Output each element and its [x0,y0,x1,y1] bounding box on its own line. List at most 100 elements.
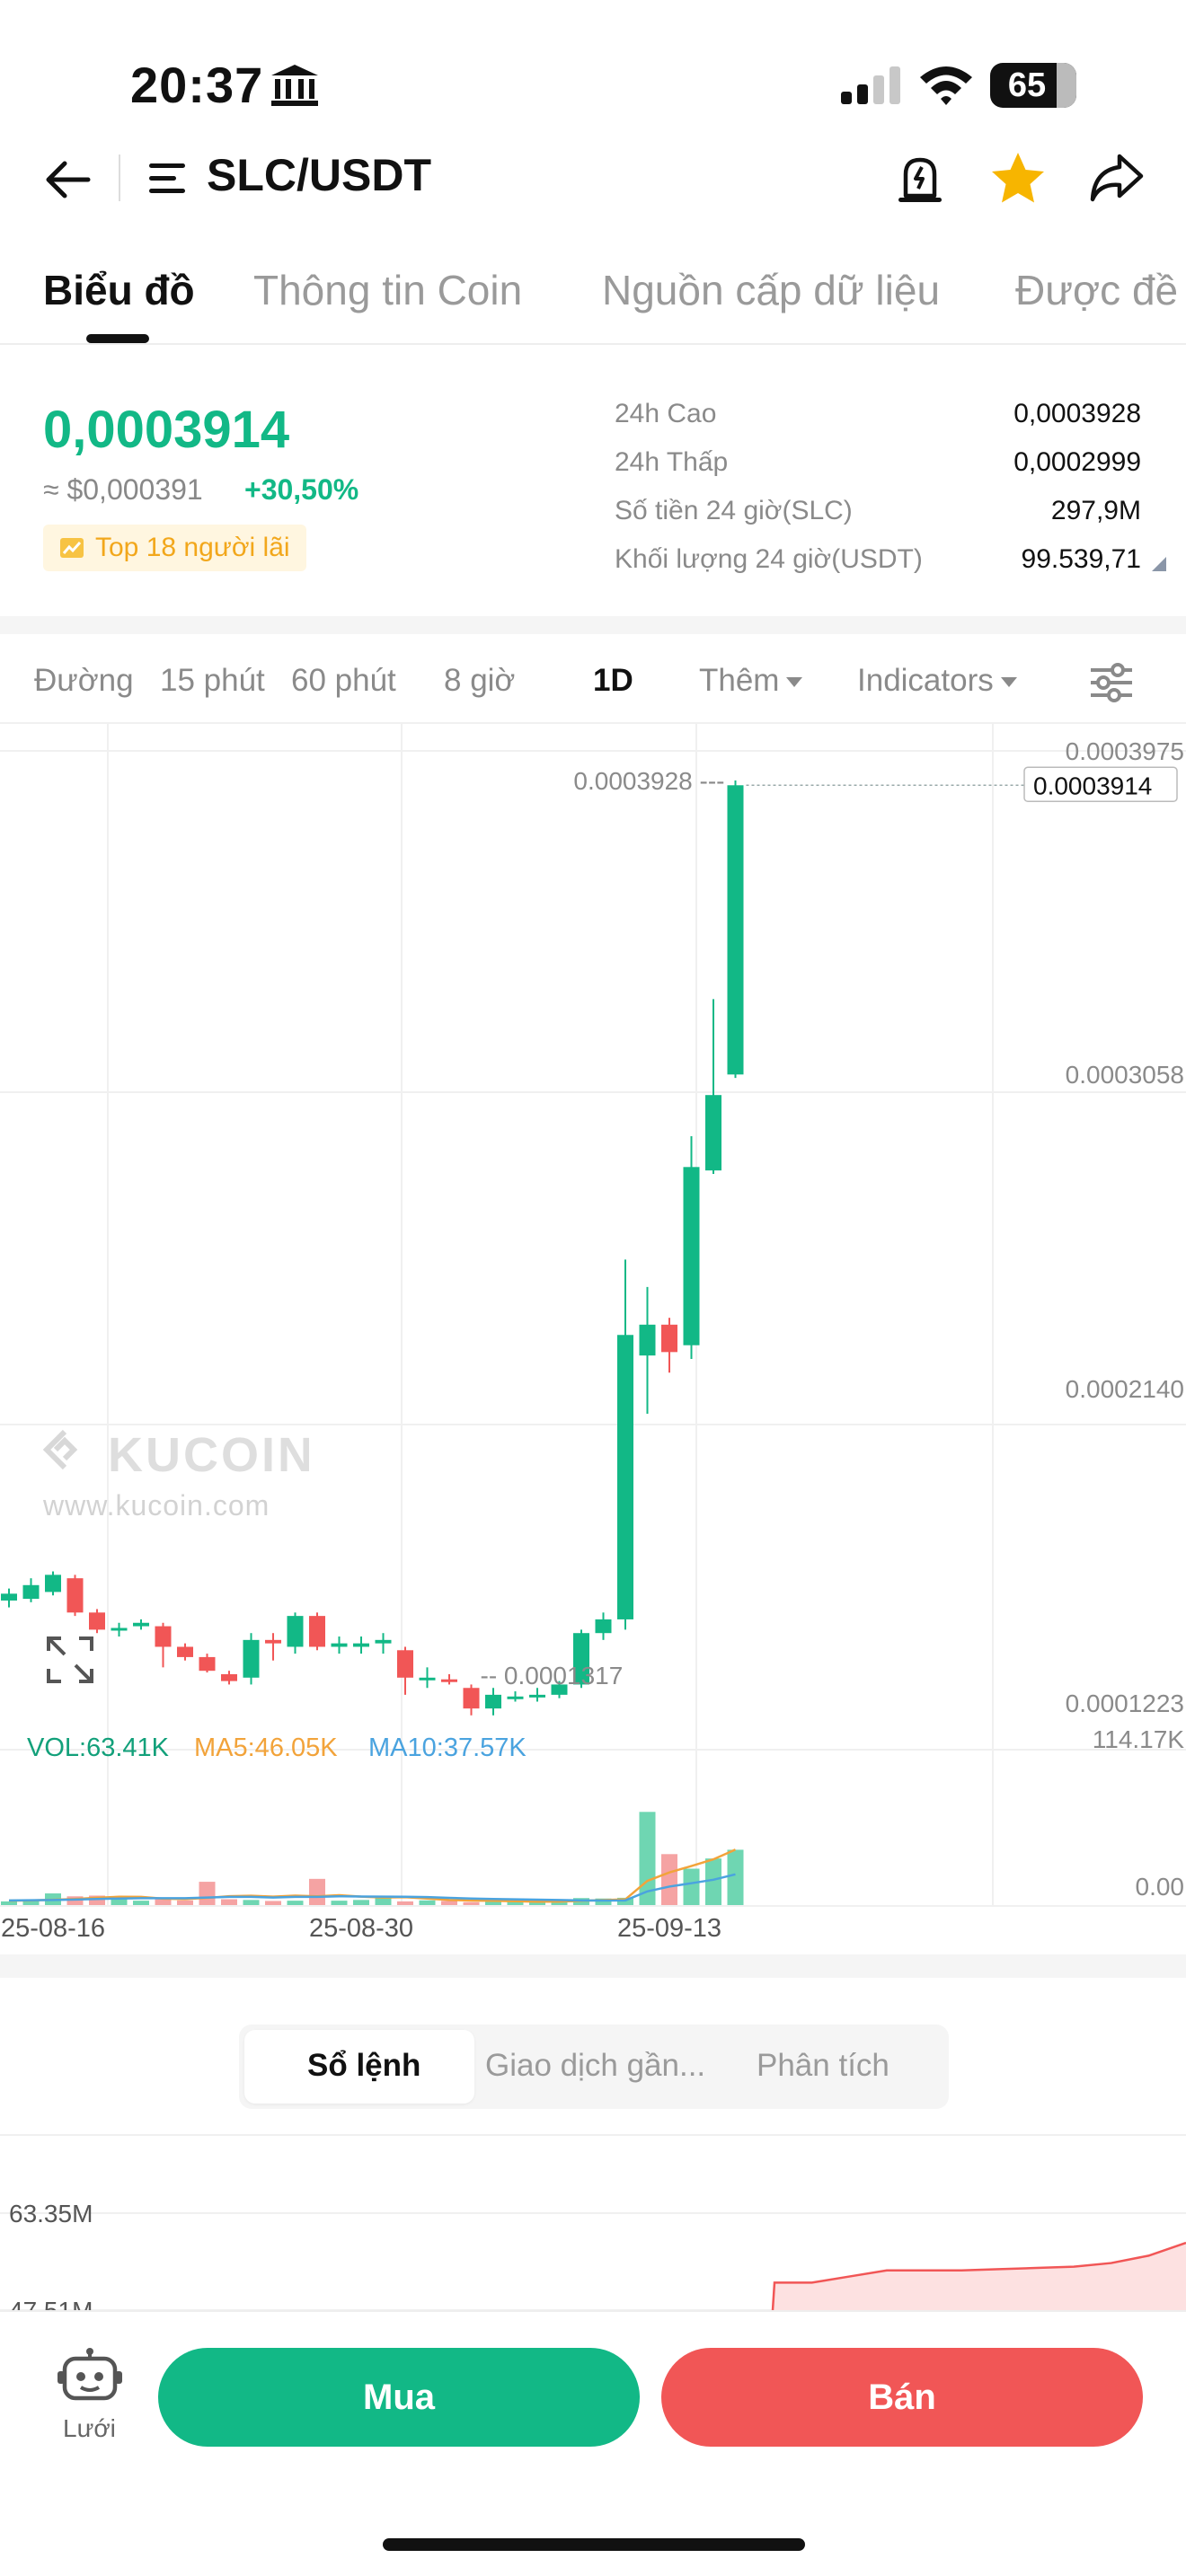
back-arrow-icon[interactable] [40,151,97,208]
share-icon[interactable] [1087,151,1145,205]
interval-15m[interactable]: 15 phút [160,663,265,698]
nav-divider [119,154,120,201]
candle-body [89,1612,105,1630]
volume-bar [309,1878,325,1905]
high-marker-label: 0.0003928 --- [573,767,724,795]
volume-bar [683,1868,700,1905]
tab-coin-info[interactable]: Thông tin Coin [253,267,523,313]
section-gap [0,616,1186,634]
last-price-tag-label: 0.0003914 [1033,772,1152,799]
stat-value-low: 0,0002999 [1013,447,1141,477]
candle-body [309,1616,325,1647]
volume-bar [1,1901,17,1905]
volume-bar [529,1901,545,1905]
volume-bar [66,1896,84,1905]
grid-bot-icon[interactable] [56,2348,124,2409]
tab-recommended[interactable]: Được đề [1015,267,1179,313]
price-axis-label: 0.0003975 [1066,737,1184,765]
badge-label: Top 18 người lãi [95,533,290,562]
price-axis-label: 0.0001223 [1066,1689,1184,1717]
candle-body [331,1643,348,1647]
candle-body [177,1646,193,1657]
active-tab-indicator [86,334,149,343]
top-gainers-badge[interactable]: Top 18 người lãi [43,525,306,571]
wifi-icon [920,66,972,105]
candle-body [705,1095,721,1171]
volume-bar [199,1882,216,1905]
volume-bar [705,1858,721,1905]
volume-bar [265,1901,281,1905]
x-axis-label: 25-08-30 [309,1914,413,1943]
buy-button[interactable]: Mua [158,2348,640,2447]
candle-body [243,1639,260,1678]
candle-body [639,1324,656,1356]
signal-icon [841,66,900,104]
interval-line[interactable]: Đường [34,663,134,698]
candle-body [529,1694,545,1698]
interval-1d[interactable]: 1D [593,663,633,698]
interval-60m[interactable]: 60 phút [291,663,396,698]
stat-value-volume: 99.539,71 [1021,544,1141,574]
stat-label-amount: Số tiền 24 giờ(SLC) [615,496,853,525]
watermark-brand: KUCOIN [108,1428,309,1482]
depth-divider [0,2134,1186,2136]
tab-chart[interactable]: Biểu đồ [43,267,195,313]
price-alert-icon[interactable] [893,151,947,208]
pair-title[interactable]: SLC/USDT [207,150,431,200]
interval-8h[interactable]: 8 giờ [444,663,516,698]
indicators-dropdown[interactable]: Indicators [857,663,1017,699]
menu-icon[interactable] [147,160,190,198]
volume-bar [485,1901,501,1905]
tab-order-book[interactable]: Sổ lệnh [307,2048,421,2083]
favorite-star-icon[interactable] [988,149,1048,208]
price-change: +30,50% [244,473,359,506]
volume-bar [661,1854,677,1905]
candle-body [155,1626,172,1647]
candle-body [661,1324,677,1353]
dropdown-caret-icon [1000,677,1017,688]
last-price: 0,0003914 [43,401,290,459]
sell-button[interactable]: Bán [661,2348,1143,2447]
tab-recent-trades[interactable]: Giao dịch gần... [485,2048,706,2083]
status-time: 20:37 [130,57,264,113]
candle-body [485,1694,501,1709]
volume-bar [639,1812,656,1905]
volume-bar [243,1900,260,1905]
candle-body [133,1622,149,1627]
volume-bar [133,1901,149,1905]
candle-body [221,1673,237,1681]
stat-value-amount: 297,9M [1050,496,1141,525]
volume-legend: VOL:63.41K [27,1734,169,1762]
volume-bar [397,1901,413,1905]
interval-more[interactable]: Thêm [699,663,803,699]
ma10-line [8,1873,736,1902]
candle-body [419,1677,436,1681]
candle-body [573,1633,589,1685]
depth-axis-label: 47.51M [9,2297,93,2310]
depth-chart: 63.35M 47.51M [0,2200,1186,2310]
volume-bar [177,1900,193,1905]
volume-bar [353,1900,369,1905]
tab-analysis[interactable]: Phân tích [757,2048,890,2083]
volume-bar [551,1901,568,1905]
price-axis-label: 0.0003058 [1066,1061,1184,1089]
dropdown-caret-icon [786,677,803,688]
indicators-label: Indicators [857,663,994,698]
chart-settings-icon[interactable] [1087,661,1136,704]
ma5-line [8,1848,737,1903]
tabs-divider [0,343,1186,345]
stat-label-volume: Khối lượng 24 giờ(USDT) [615,544,923,574]
candle-body [441,1679,457,1682]
bank-icon [271,65,318,106]
candle-body [265,1639,281,1644]
candle-body [199,1656,216,1672]
depth-axis-label: 63.35M [9,2200,93,2228]
ma10-legend: MA10:37.57K [368,1734,527,1762]
candle-body [287,1616,304,1647]
candlestick-chart[interactable]: 0.0003914 0.0003928 --- -- 0.0001317 0.0003… [0,724,1186,1954]
candle-body [397,1650,413,1678]
tab-feed[interactable]: Nguồn cấp dữ liệu [602,267,941,313]
fullscreen-icon[interactable] [45,1635,95,1685]
volume-bar [22,1900,40,1905]
volume-bar [89,1895,105,1905]
